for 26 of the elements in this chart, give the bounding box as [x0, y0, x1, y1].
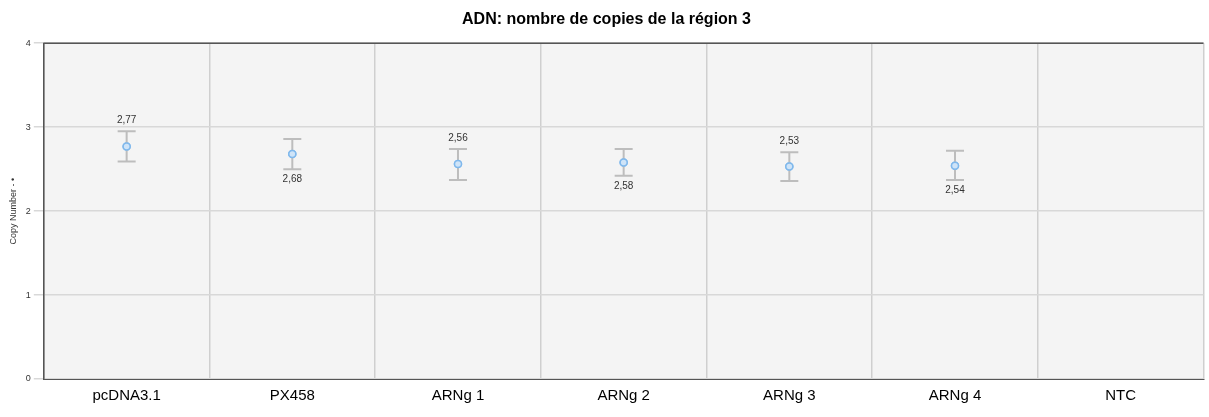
data-label: 2,68 [282, 172, 303, 184]
point [288, 149, 297, 159]
point [619, 158, 628, 167]
data-label: 2,53 [779, 135, 800, 147]
y-tick-label: 4 [25, 37, 31, 48]
data-label: 2,58 [613, 179, 634, 191]
point [785, 162, 794, 171]
y-tick-label: 1 [25, 289, 31, 300]
x-tick-label: PX458 [269, 386, 315, 404]
x-tick-label: ARNg 3 [763, 386, 816, 404]
y-tick-label: 3 [25, 121, 31, 132]
point [122, 142, 131, 151]
x-tick-label: pcDNA3.1 [92, 386, 161, 404]
chart-title: ADN: nombre de copies de la région 3 [462, 10, 752, 28]
point [950, 161, 960, 171]
x-tick-label: ARNg 1 [431, 386, 485, 404]
data-label: 2,77 [116, 114, 137, 126]
x-tick-label: ARNg 2 [597, 386, 650, 404]
point [453, 159, 463, 169]
x-tick-label: ARNg 4 [928, 386, 982, 404]
y-tick-label: 2 [25, 205, 31, 216]
y-tick-label: 0 [25, 373, 31, 384]
data-label: 2,54 [945, 183, 966, 195]
x-tick-label: NTC [1105, 386, 1137, 404]
y-axis-title: Copy Number - • [7, 177, 18, 245]
data-label: 2,56 [448, 131, 469, 143]
